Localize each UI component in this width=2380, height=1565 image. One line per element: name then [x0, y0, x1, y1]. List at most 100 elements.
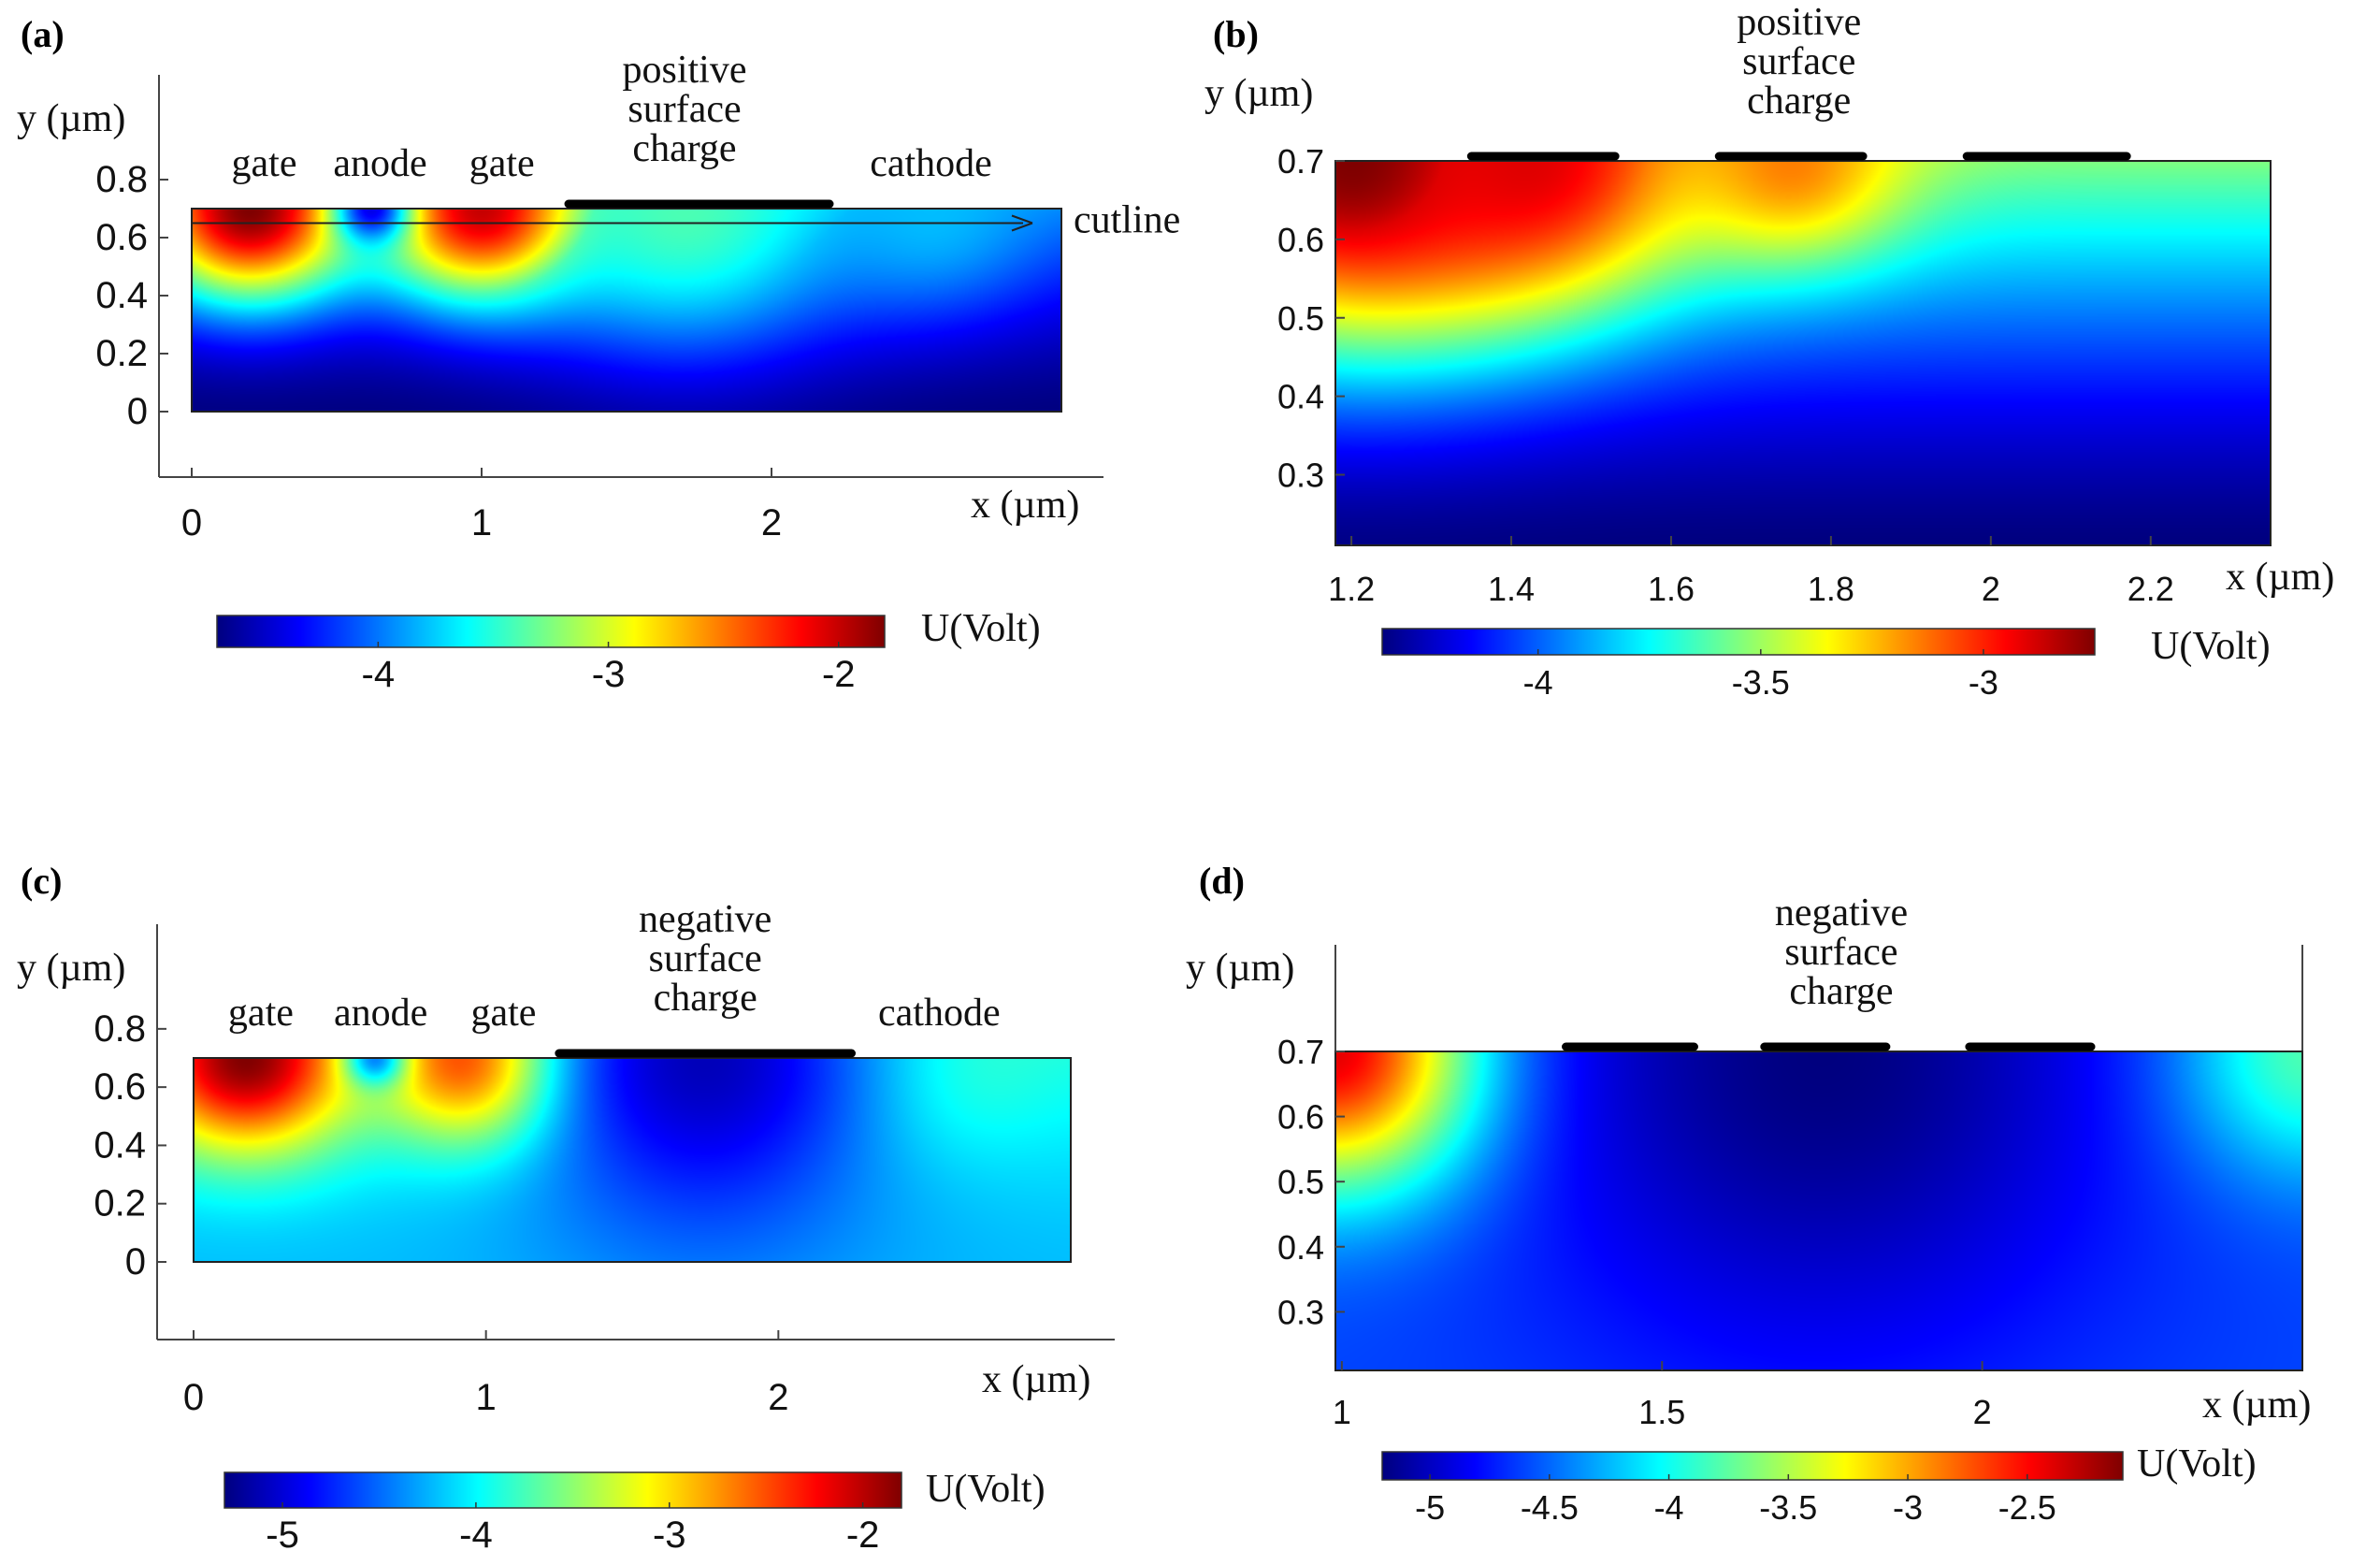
panel-label: (c) — [21, 860, 62, 902]
colorbar-tick-label: -3.5 — [1759, 1488, 1817, 1527]
colorbar-tick-label: -4 — [1654, 1488, 1684, 1527]
domain-outline — [1334, 160, 2272, 546]
colorbar — [224, 1471, 902, 1509]
colorbar-label: U(Volt) — [926, 1468, 1046, 1511]
surface-charge-label: negative — [639, 898, 772, 941]
x-tick-label: 1 — [471, 502, 492, 543]
colorbar-tick-label: -4 — [459, 1514, 493, 1556]
y-tick-label: 0.2 — [95, 333, 148, 374]
y-tick-label: 0.8 — [94, 1008, 146, 1050]
y-tick-label: 0.2 — [94, 1183, 146, 1224]
panel-label: (a) — [21, 13, 65, 55]
y-tick-label: 0.4 — [1277, 378, 1324, 416]
x-tick-label: 1.6 — [1648, 570, 1695, 608]
y-axis-label: y (µm) — [17, 947, 125, 990]
y-tick-label: 0.3 — [1277, 456, 1324, 495]
surface-charge-label: surface — [627, 88, 741, 131]
colorbar-tick-label: -2 — [822, 654, 856, 695]
domain-outline — [191, 208, 1062, 413]
y-tick-label: 0.7 — [1277, 1033, 1324, 1071]
colorbar-tick-label: -2 — [846, 1514, 880, 1556]
panel-label: (d) — [1199, 860, 1245, 902]
x-axis-label: x (µm) — [2202, 1384, 2311, 1427]
colorbar-tick-label: -4.5 — [1521, 1488, 1579, 1527]
x-tick-label: 2 — [761, 502, 782, 543]
electrode-label: anode — [333, 142, 426, 185]
potential-heatmap — [1335, 1051, 2302, 1370]
potential-heatmap — [1335, 161, 2271, 545]
x-axis-label: x (µm) — [2226, 556, 2334, 599]
surface-charge-label: positive — [623, 49, 747, 92]
x-axis-label: x (µm) — [982, 1358, 1090, 1401]
y-tick-label: 0 — [127, 391, 148, 432]
colorbar-tick-label: -2.5 — [1998, 1488, 2056, 1527]
x-tick-label: 2 — [1982, 570, 2000, 608]
electrode-label: anode — [334, 992, 427, 1035]
x-tick-label: 1.2 — [1328, 570, 1375, 608]
cutline-arrow — [1011, 214, 1033, 232]
surface-charge-label: surface — [1742, 40, 1855, 83]
y-tick-label: 0.4 — [95, 275, 148, 316]
x-tick-label: 1.5 — [1638, 1393, 1685, 1431]
colorbar-label: U(Volt) — [2151, 625, 2271, 668]
x-tick-label: 0 — [181, 502, 202, 543]
surface-charge-label: positive — [1737, 1, 1861, 44]
y-axis-label: y (µm) — [1186, 947, 1294, 990]
colorbar-tick-label: -3 — [1969, 663, 1998, 702]
colorbar-tick-label: -3 — [1893, 1488, 1923, 1527]
surface-charge-label: surface — [1784, 931, 1897, 974]
x-tick-label: 2 — [768, 1377, 788, 1418]
surface-charge-label: charge — [632, 127, 736, 170]
y-tick-label: 0.7 — [1277, 142, 1324, 181]
y-tick-label: 0.4 — [94, 1124, 146, 1166]
electrode-label: gate — [469, 142, 535, 185]
x-tick-label: 0 — [183, 1377, 204, 1418]
y-tick-label: 0.5 — [1277, 299, 1324, 338]
colorbar-tick-label: -3 — [592, 654, 626, 695]
colorbar-label: U(Volt) — [921, 607, 1041, 650]
surface-charge-label: charge — [654, 977, 757, 1020]
colorbar-tick-label: -4 — [362, 654, 396, 695]
y-tick-label: 0.8 — [95, 159, 148, 200]
surface-charge-label: negative — [1775, 891, 1908, 935]
x-tick-label: 1.4 — [1488, 570, 1535, 608]
y-axis-label: y (µm) — [1204, 72, 1313, 115]
x-tick-label: 2 — [1973, 1393, 1992, 1431]
surface-charge-label: charge — [1747, 80, 1851, 123]
colorbar-tick-label: -3 — [653, 1514, 686, 1556]
cutline-label: cutline — [1074, 199, 1180, 242]
potential-heatmap — [194, 1058, 1071, 1262]
x-axis-label: x (µm) — [971, 484, 1079, 527]
x-tick-label: 1.8 — [1808, 570, 1854, 608]
y-tick-label: 0.3 — [1277, 1293, 1324, 1331]
y-tick-label: 0.6 — [95, 217, 148, 258]
surface-charge-label: charge — [1789, 970, 1893, 1013]
y-tick-label: 0.5 — [1277, 1163, 1324, 1201]
domain-outline — [193, 1057, 1072, 1263]
colorbar — [216, 615, 886, 648]
electrode-label: gate — [228, 992, 294, 1035]
electrode-label: cathode — [870, 142, 992, 185]
y-tick-label: 0.6 — [1277, 221, 1324, 259]
colorbar-label: U(Volt) — [2137, 1442, 2257, 1485]
y-tick-label: 0.4 — [1277, 1228, 1324, 1267]
potential-heatmap — [192, 209, 1061, 412]
x-tick-label: 2.2 — [2128, 570, 2174, 608]
x-tick-label: 1 — [1333, 1393, 1351, 1431]
y-tick-label: 0.6 — [94, 1066, 146, 1108]
panel-label: (b) — [1213, 13, 1259, 55]
x-tick-label: 1 — [476, 1377, 497, 1418]
y-axis-label: y (µm) — [17, 97, 125, 140]
colorbar — [1381, 1451, 2124, 1481]
electrode-label: gate — [232, 142, 297, 185]
colorbar — [1381, 628, 2096, 656]
electrode-label: gate — [470, 992, 536, 1035]
electrode-label: cathode — [878, 992, 1001, 1035]
y-tick-label: 0 — [125, 1241, 146, 1282]
colorbar-tick-label: -5 — [1415, 1488, 1445, 1527]
